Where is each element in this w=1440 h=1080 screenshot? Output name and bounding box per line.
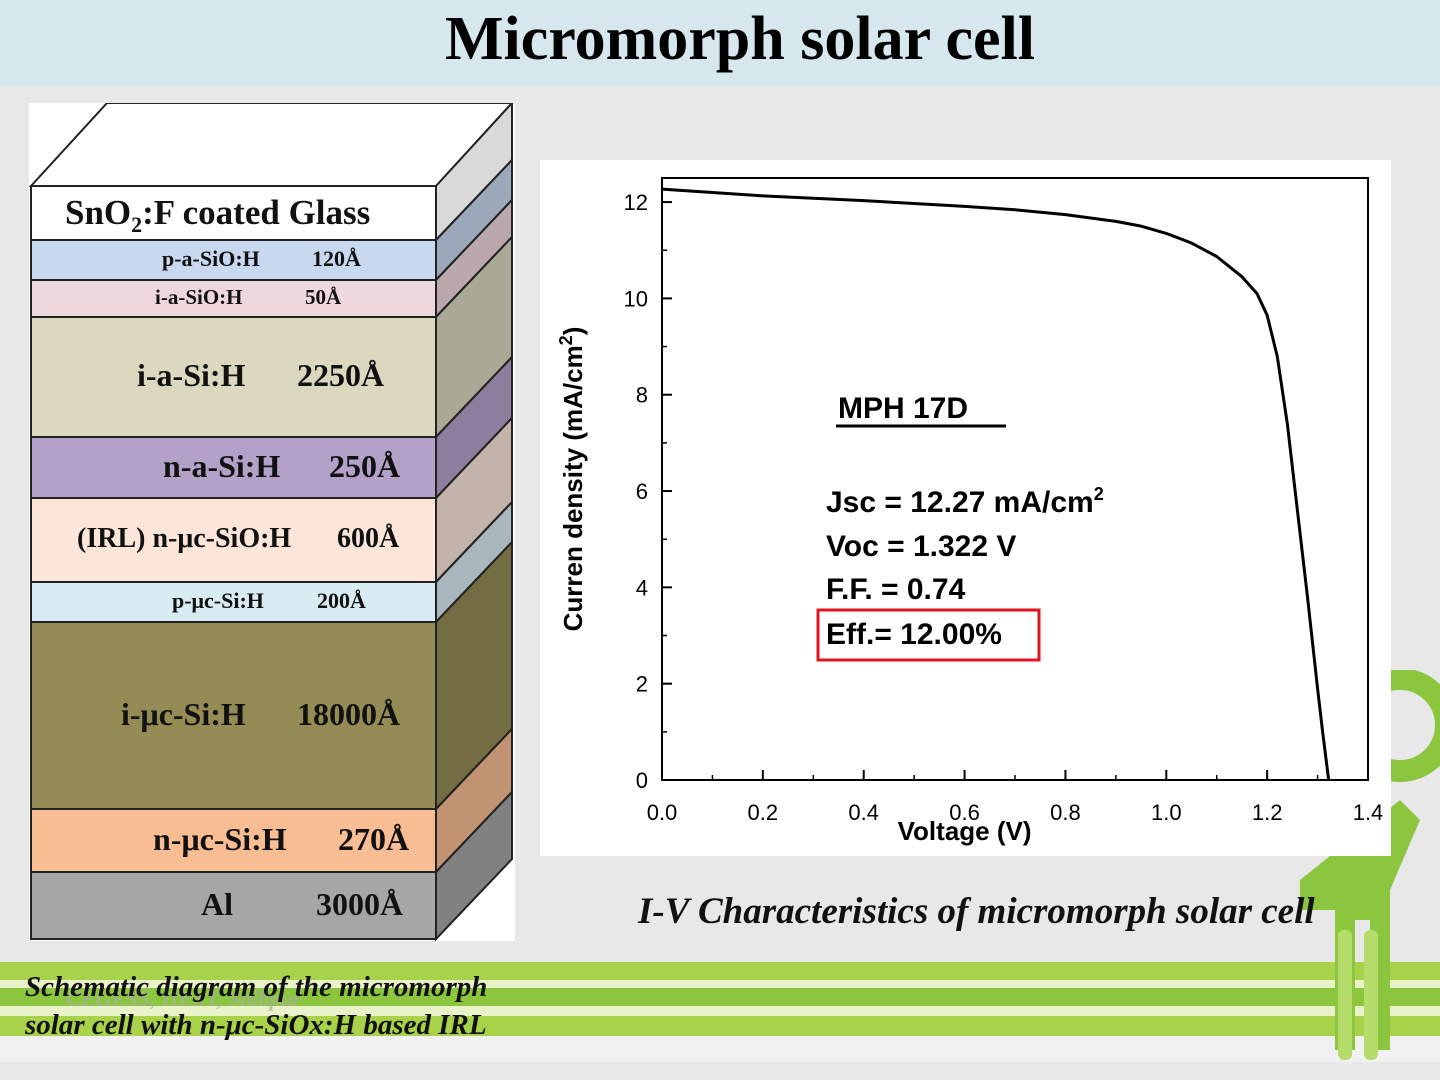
- layer-thickness-7: 18000Å: [297, 695, 401, 732]
- schematic-caption: Schematic diagram of the micromorph sola…: [25, 968, 487, 1044]
- x-tick-label: 0.4: [848, 800, 879, 825]
- glass-layer-label: SnO2:F coated Glass: [65, 193, 371, 237]
- layer-front-6: [30, 581, 437, 623]
- layer-side-9: [435, 789, 513, 941]
- jsc-label: Jsc = 12.27 mA/cm2: [826, 484, 1104, 519]
- iv-chart-panel: 0.0 0.2 0.4 0.6 0.8 1.0 1.2 1.4 0 2 4 6 8 10 12 Voltage…: [540, 160, 1391, 856]
- layer-thickness-3: 2250Å: [297, 357, 385, 394]
- layer-name-2: i-a-SiO:H: [155, 285, 243, 310]
- x-tick-label: 1.2: [1252, 800, 1283, 825]
- efficiency-label: Eff.= 12.00%: [826, 618, 1002, 651]
- layer-name-9: Al: [201, 885, 233, 922]
- layer-front-3: [30, 316, 437, 438]
- efficiency-highlight-box: [816, 608, 1041, 662]
- title-bar: [0, 0, 1440, 86]
- layer-thickness-9: 3000Å: [316, 885, 404, 922]
- iv-curve: [661, 187, 1331, 781]
- x-tick-label: 1.0: [1151, 800, 1182, 825]
- sample-label: MPH 17D: [838, 392, 968, 425]
- iv-chart: 0.0 0.2 0.4 0.6 0.8 1.0 1.2 1.4 0 2 4 6 8 10 12 Voltage…: [556, 177, 1384, 846]
- layer-front-1: [30, 239, 437, 281]
- y-tick-label: 2: [636, 672, 648, 697]
- glass-top-face: [29, 103, 514, 187]
- x-tick-label: 0.6: [949, 800, 980, 825]
- cell-stack-diagram: SnO2:F coated Glass p-a-SiO:H 120Å i-a-SiO…: [29, 103, 515, 941]
- layer-thickness-2: 50Å: [305, 285, 342, 310]
- voc-label: Voc = 1.322 V: [826, 530, 1016, 563]
- layer-name-6: p-μc-Si:H: [172, 588, 264, 614]
- schematic-caption-line2: solar cell with n-μc-SiOx:H based IRL: [25, 1009, 487, 1041]
- layer-name-7: i-μc-Si:H: [121, 695, 246, 732]
- stack-svg: [29, 103, 514, 941]
- x-tick-label: 1.4: [1353, 800, 1384, 825]
- ff-label: F.F. = 0.74: [826, 573, 966, 606]
- y-tick-label: 4: [636, 575, 648, 600]
- y-tick-label: 10: [624, 286, 648, 311]
- layer-front-9: [30, 871, 437, 940]
- layer-front-4: [30, 436, 437, 499]
- layer-front-8: [30, 808, 437, 873]
- x-axis-label: Voltage (V): [898, 816, 1032, 846]
- iv-caption: I-V Characteristics of micromorph solar …: [638, 891, 1315, 932]
- layer-name-3: i-a-Si:H: [137, 357, 246, 394]
- schematic-caption-line1: Schematic diagram of the micromorph: [25, 971, 488, 1003]
- watermark-text: CEGESS, IIEST, Shibpur: [66, 986, 302, 1011]
- footer-stripes: [0, 962, 1440, 1062]
- y-axis-label: Curren density (mA/cm2): [556, 327, 588, 632]
- x-tick-label: 0.8: [1050, 800, 1081, 825]
- y-tick-label: 6: [636, 479, 648, 504]
- y-tick-label: 0: [636, 768, 648, 793]
- layer-thickness-6: 200Å: [317, 588, 366, 614]
- x-tick-label: 0.2: [748, 800, 779, 825]
- layer-name-4: n-a-Si:H: [163, 447, 281, 484]
- layer-thickness-4: 250Å: [329, 447, 401, 484]
- layer-front-7: [30, 621, 437, 810]
- layer-name-8: n-μc-Si:H: [153, 820, 287, 857]
- y-tick-label: 8: [636, 383, 648, 408]
- layer-name-5: (IRL) n-μc-SiO:H: [77, 522, 292, 554]
- layer-thickness-8: 270Å: [338, 820, 410, 857]
- layer-thickness-5: 600Å: [337, 522, 400, 554]
- x-tick-label: 0.0: [647, 800, 678, 825]
- plot-frame: [661, 177, 1369, 781]
- layer-front-5: [30, 497, 437, 583]
- y-tick-label: 12: [624, 190, 648, 215]
- layer-thickness-1: 120Å: [312, 246, 361, 272]
- layer-name-1: p-a-SiO:H: [162, 246, 260, 272]
- slide-title: Micromorph solar cell: [444, 5, 1036, 73]
- layer-front-2: [30, 279, 437, 318]
